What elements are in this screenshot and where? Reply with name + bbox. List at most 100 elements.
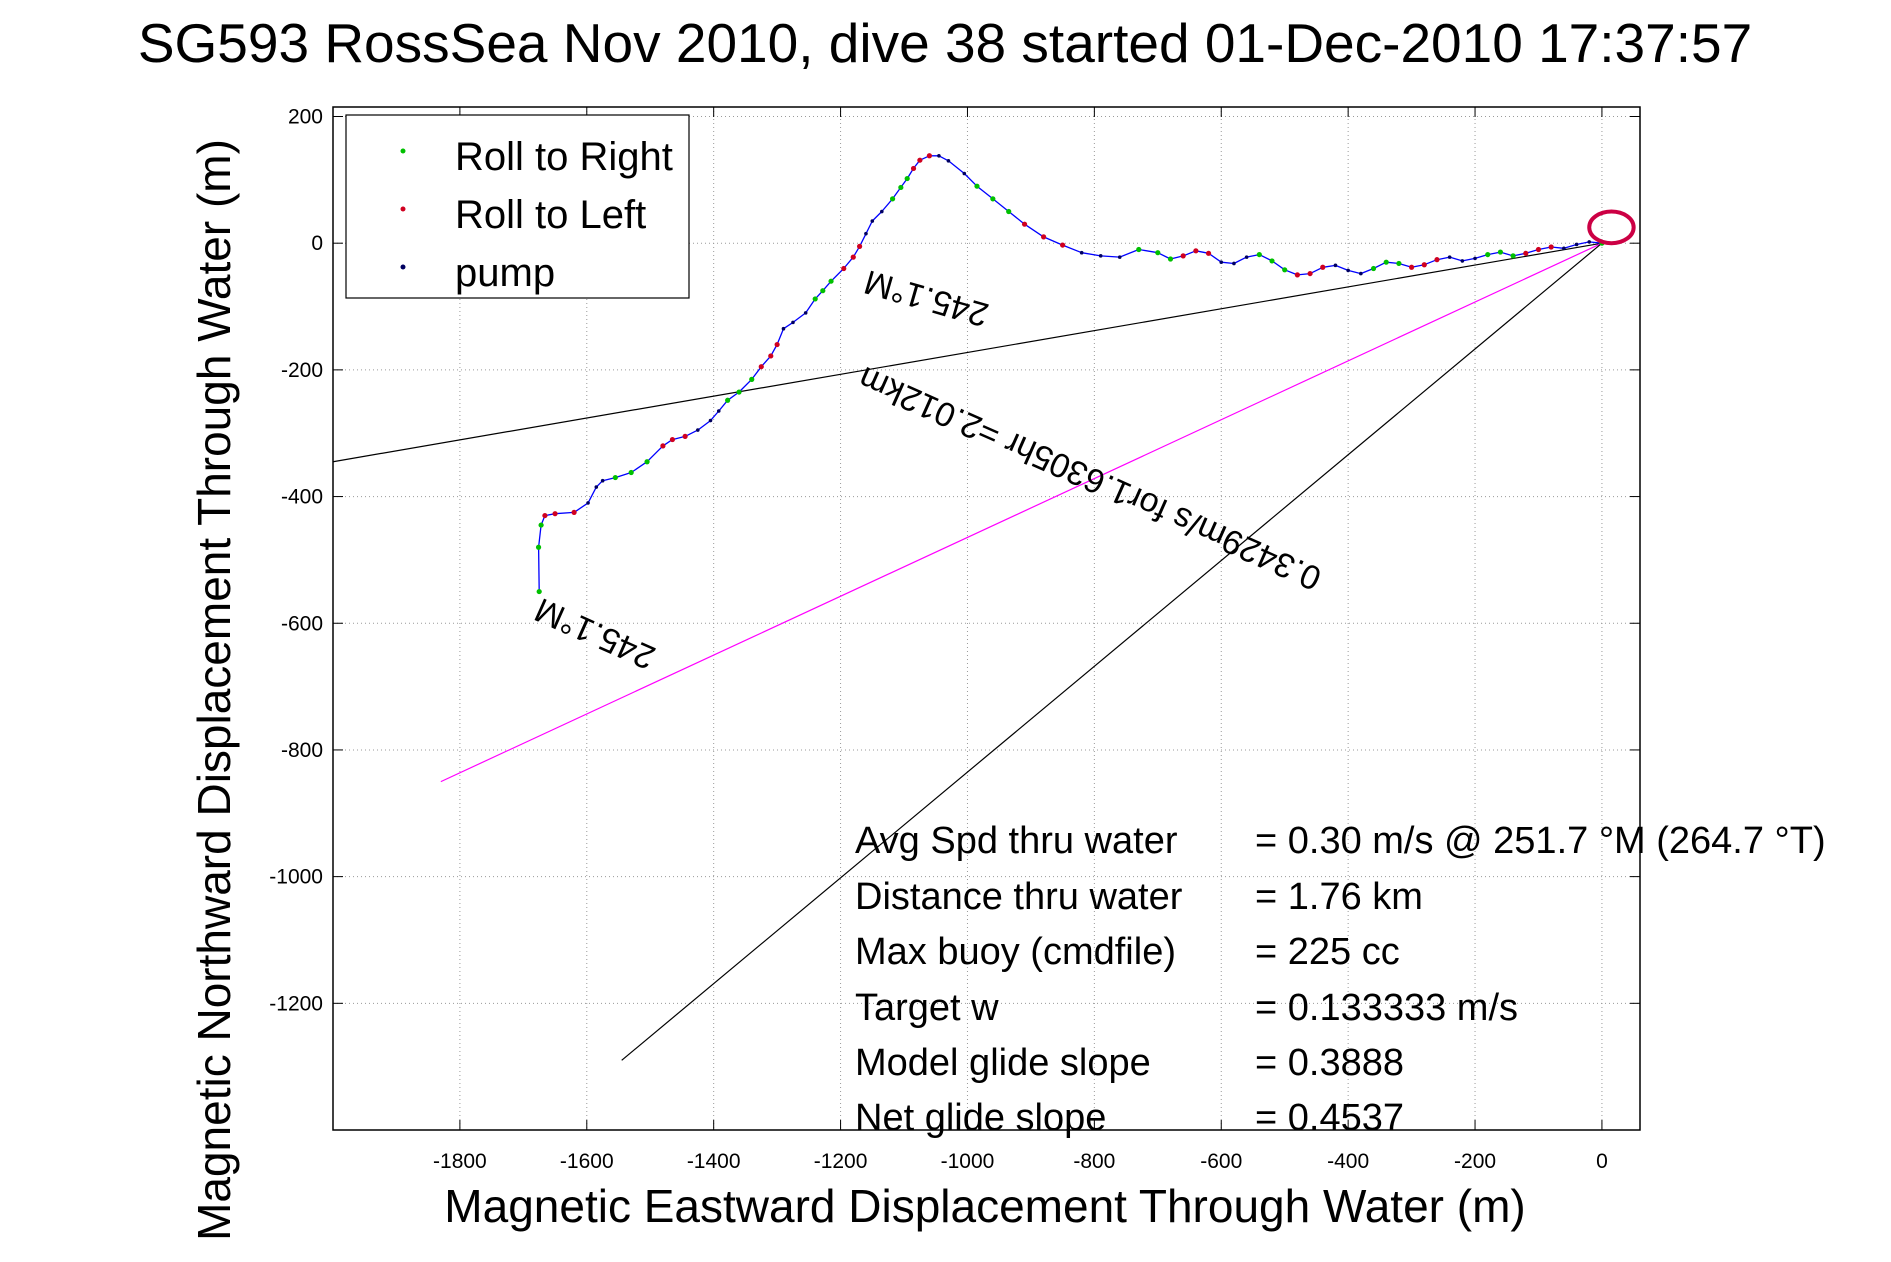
track-point bbox=[1282, 267, 1288, 273]
track-point bbox=[1219, 260, 1224, 264]
track-point bbox=[708, 418, 713, 423]
track-point bbox=[926, 153, 932, 159]
stat-value-avg-speed: = 0.30 m/s @ 251.7 °M (264.7 °T) bbox=[1255, 820, 1826, 862]
line-annotations: 0.3429m/s for1.6305hr =2.012km 245.1°M 245… bbox=[529, 262, 1327, 676]
track-point bbox=[1510, 253, 1516, 259]
track-point bbox=[1383, 259, 1389, 265]
dive-stats: Avg Spd thru water = 0.30 m/s @ 251.7 °M… bbox=[855, 820, 1826, 1139]
stat-value-model-glide: = 0.3888 bbox=[1255, 1042, 1404, 1084]
x-tick-label: 0 bbox=[1596, 1150, 1608, 1173]
stat-label-distance: Distance thru water bbox=[855, 876, 1183, 918]
grid-lines bbox=[333, 107, 1640, 1130]
stat-label-max-buoy: Max buoy (cmdfile) bbox=[855, 931, 1176, 973]
track-point bbox=[1587, 240, 1592, 244]
legend-marker-roll-left bbox=[400, 206, 406, 212]
axis-ticks: -1800 -1600 -1400 -1200 -1000 -800 -600 -400 -20… bbox=[269, 106, 1640, 1173]
track-point bbox=[857, 243, 863, 249]
legend-label-pump: pump bbox=[455, 251, 555, 295]
track-point bbox=[864, 231, 868, 236]
track-point bbox=[1460, 259, 1465, 263]
legend-marker-pump bbox=[400, 264, 406, 270]
track-point bbox=[974, 183, 980, 189]
line-annotation: 245.1°M bbox=[860, 262, 993, 334]
track-point bbox=[1167, 256, 1174, 262]
track-point bbox=[696, 428, 700, 432]
x-tick-label: -400 bbox=[1327, 1150, 1369, 1173]
x-tick-label: -1000 bbox=[941, 1150, 995, 1173]
track-point bbox=[917, 157, 923, 163]
plot-frame bbox=[332, 106, 1641, 1131]
track-point bbox=[682, 433, 688, 439]
track-point bbox=[1562, 246, 1566, 251]
x-tick-label: -600 bbox=[1200, 1150, 1242, 1173]
track-point bbox=[1256, 251, 1262, 258]
track-point bbox=[841, 265, 847, 272]
y-tick-label: 0 bbox=[311, 232, 323, 255]
track-point bbox=[820, 288, 826, 294]
track-point bbox=[1574, 242, 1579, 247]
x-tick-label: -800 bbox=[1073, 1150, 1115, 1173]
stat-value-max-buoy: = 225 cc bbox=[1255, 931, 1400, 973]
track-point bbox=[536, 588, 542, 595]
track-point bbox=[1098, 254, 1103, 258]
track-point bbox=[1473, 256, 1477, 261]
track-point bbox=[1434, 257, 1440, 263]
track-point bbox=[1359, 271, 1363, 276]
stat-label-avg-speed: Avg Spd thru water bbox=[855, 820, 1178, 862]
track-point bbox=[644, 459, 650, 465]
track-point bbox=[828, 278, 834, 284]
track-point bbox=[1232, 261, 1236, 266]
x-tick-label: -1800 bbox=[433, 1150, 487, 1173]
stat-value-target-w: = 0.133333 m/s bbox=[1255, 987, 1518, 1029]
track-point bbox=[1117, 255, 1122, 259]
stat-label-net-glide: Net glide slope bbox=[855, 1097, 1106, 1139]
track-point bbox=[1497, 249, 1504, 255]
track-point bbox=[628, 469, 634, 476]
track-point bbox=[1021, 221, 1028, 227]
track-point bbox=[910, 165, 917, 172]
line-annotation: 245.1°M bbox=[529, 590, 660, 676]
track-point bbox=[1307, 270, 1313, 277]
stat-label-target-w: Target w bbox=[855, 987, 999, 1029]
track-point bbox=[1447, 255, 1452, 259]
track-point bbox=[1396, 260, 1402, 267]
glider-track-line bbox=[537, 155, 1602, 592]
track-point bbox=[1180, 253, 1186, 259]
track-point bbox=[669, 436, 676, 443]
surface-loop bbox=[1587, 209, 1636, 246]
x-tick-label: -1600 bbox=[560, 1150, 614, 1173]
y-tick-label: -600 bbox=[281, 612, 323, 635]
track-point bbox=[1320, 264, 1326, 270]
track-point bbox=[880, 209, 884, 214]
track-point bbox=[1006, 208, 1012, 215]
track-point bbox=[1136, 246, 1142, 253]
track-point bbox=[612, 474, 618, 481]
current-vector-line bbox=[332, 242, 1603, 463]
x-axis-title: Magnetic Eastward Displacement Through W… bbox=[444, 1180, 1525, 1232]
legend-marker-roll-right bbox=[400, 148, 406, 154]
track-point bbox=[535, 544, 542, 550]
legend-label-roll-left: Roll to Left bbox=[455, 193, 646, 237]
track-point bbox=[870, 219, 875, 223]
track-point bbox=[600, 478, 605, 483]
y-tick-label: 200 bbox=[288, 106, 323, 129]
y-tick-label: -200 bbox=[281, 359, 323, 382]
track-point bbox=[538, 522, 544, 528]
chart-title: SG593 RossSea Nov 2010, dive 38 started … bbox=[138, 12, 1752, 74]
track-point bbox=[803, 311, 808, 315]
drift-line bbox=[621, 242, 1603, 1061]
track-point bbox=[1333, 263, 1338, 268]
y-axis-title: Magnetic Northward Displacement Through … bbox=[188, 139, 240, 1241]
heading-line bbox=[440, 242, 1603, 783]
y-tick-label: -800 bbox=[281, 739, 323, 762]
track-point bbox=[1244, 255, 1249, 259]
track-point bbox=[1346, 268, 1350, 273]
track-point bbox=[1060, 242, 1066, 248]
plot-area bbox=[332, 153, 1636, 1061]
track-point bbox=[898, 184, 904, 191]
track-point bbox=[812, 296, 818, 302]
track-point bbox=[725, 397, 731, 403]
track-point bbox=[1079, 250, 1084, 255]
line-annotation: 0.3429m/s for1.6305hr =2.012km bbox=[853, 359, 1327, 598]
track-point bbox=[736, 389, 742, 395]
